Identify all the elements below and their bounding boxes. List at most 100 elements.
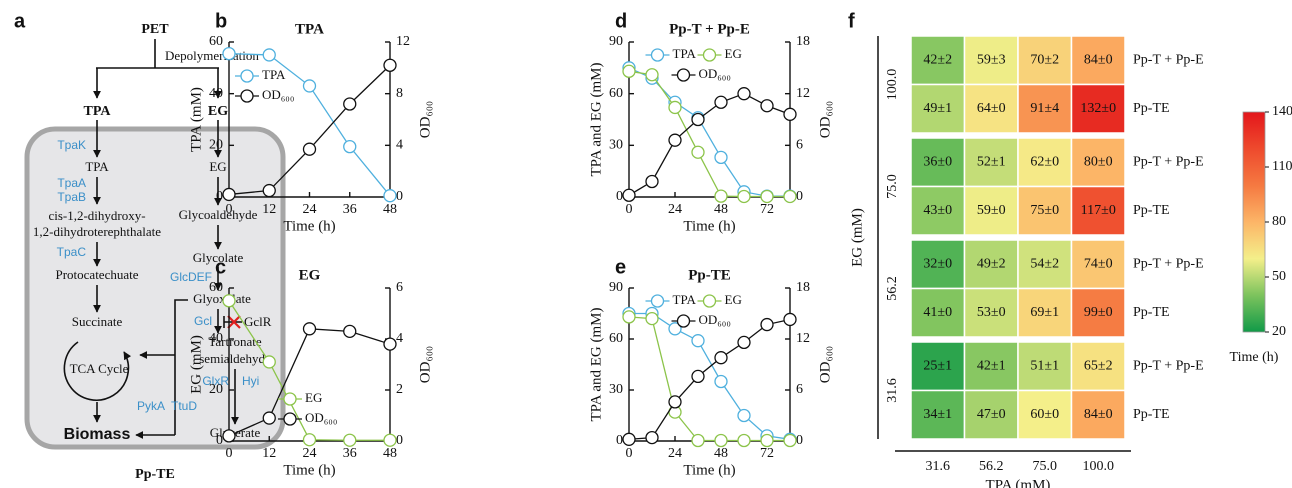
node: cis-1,2-dihydroxy-: [48, 208, 145, 223]
cell-label: 80±0: [1084, 154, 1113, 169]
cell-label: 42±1: [977, 358, 1006, 373]
data-point: [668, 395, 682, 409]
x-tick-label: 36: [343, 202, 357, 217]
data-point: [691, 433, 705, 448]
row-label: Pp-T + Pp-E: [1133, 358, 1204, 373]
group-label: 31.6: [885, 378, 900, 403]
node: TCA Cycle: [70, 361, 129, 376]
data-point: [645, 68, 659, 82]
row-label: Pp-TE: [1133, 407, 1170, 422]
x-tick-label: 72: [760, 446, 774, 461]
x-tick-label: 48: [383, 202, 397, 217]
data-point: [714, 150, 728, 165]
cell-label: 25±1: [923, 358, 952, 373]
y2-tick-label: 4: [396, 331, 403, 346]
data-point: [262, 183, 276, 198]
x-tick-label: 48: [714, 446, 728, 461]
y2-tick-label: 0: [796, 189, 803, 204]
heat-cell: [1017, 287, 1073, 338]
y2-axis-label: OD₆₀₀: [417, 101, 433, 138]
panel-letter: c: [215, 256, 226, 278]
x-tick-label: 48: [714, 202, 728, 217]
node: TPA: [85, 159, 109, 174]
heat-cell: [1070, 185, 1126, 236]
legend-label: EG: [725, 46, 742, 61]
column-label: 100.0: [1083, 459, 1115, 474]
heat-cell: [963, 185, 1019, 236]
cell-label: 43±0: [923, 203, 952, 218]
cell-label: 99±0: [1084, 305, 1113, 320]
y2-tick-label: 4: [396, 138, 403, 153]
x-axis-label: Time (h): [683, 462, 735, 478]
legend-label: OD₆₀₀: [699, 66, 731, 81]
y2-axis-label: OD₆₀₀: [817, 346, 833, 383]
data-point: [691, 369, 705, 384]
heat-cell: [963, 35, 1019, 86]
data-point: [262, 48, 276, 62]
cell-label: 51±1: [1030, 358, 1059, 373]
data-point: [343, 97, 357, 111]
cell-label: 91±4: [1030, 101, 1059, 116]
legend-label: TPA: [262, 67, 286, 82]
enzyme: TtuD: [171, 399, 197, 413]
y2-tick-label: 12: [796, 331, 810, 346]
legend-marker: [676, 314, 691, 328]
cell-label: 75±0: [1030, 203, 1059, 218]
data-point: [302, 433, 317, 447]
heat-cell: [1070, 137, 1126, 188]
y2-tick-label: 18: [796, 34, 810, 49]
panel-letter: d: [615, 10, 627, 32]
x-axis-label: Time (h): [683, 218, 735, 234]
y2-tick-label: 12: [396, 34, 410, 49]
cell-label: 49±1: [923, 101, 952, 116]
regulator: GclR: [244, 314, 272, 329]
data-point: [737, 335, 751, 350]
data-point: [222, 429, 236, 443]
cell-label: 117±0: [1081, 203, 1116, 218]
data-point: [645, 311, 659, 326]
node: Glycolate: [193, 250, 244, 265]
cell-label: 42±2: [923, 52, 952, 67]
chart-title: EG: [299, 267, 321, 283]
x-tick-label: 24: [303, 446, 317, 461]
cell-label: 52±1: [977, 154, 1006, 169]
cross: [227, 315, 241, 329]
x-axis-label: Time (h): [283, 462, 335, 478]
node: 1,2-dihydroterephthalate: [33, 224, 161, 239]
data-point: [383, 433, 397, 447]
x-tick-label: 24: [668, 202, 682, 217]
panel-a: a PET Depolymerization TPA EG TpaK TPA E…: [14, 10, 286, 482]
cycle-arrow: [63, 341, 132, 401]
x-tick-label: 0: [226, 446, 233, 461]
data-point: [783, 433, 797, 448]
cell-label: 59±3: [977, 52, 1006, 67]
data-point: [302, 322, 317, 336]
legend-marker: [702, 294, 717, 308]
y-tick-label: 40: [209, 86, 223, 101]
data-point: [737, 433, 751, 448]
legend-marker: [283, 392, 297, 406]
cell-label: 53±0: [977, 305, 1006, 320]
x-tick-label: 0: [226, 202, 233, 217]
cell-label: 62±0: [1030, 154, 1059, 169]
y-axis-label: TPA and EG (mM): [588, 62, 604, 176]
node: Succinate: [72, 314, 123, 329]
legend-marker: [650, 48, 665, 62]
row-label: Pp-TE: [1133, 101, 1170, 116]
node: Glycoaldehyde: [179, 207, 258, 222]
chart-title: TPA: [295, 21, 324, 37]
y2-tick-label: 6: [796, 382, 803, 397]
series-line: [628, 316, 790, 442]
x-tick-label: 0: [626, 202, 633, 217]
node: TPA: [84, 104, 112, 119]
node: EG: [208, 104, 228, 119]
heat-cell: [1070, 83, 1126, 134]
data-point: [622, 432, 636, 446]
panel-letter: b: [215, 10, 227, 32]
heat-cell: [1070, 287, 1126, 338]
y-tick-label: 20: [209, 138, 223, 153]
legend-label: OD₆₀₀: [262, 87, 294, 102]
node: semialdehyde: [199, 351, 271, 366]
data-point: [383, 58, 397, 72]
heat-cell: [1017, 239, 1073, 290]
